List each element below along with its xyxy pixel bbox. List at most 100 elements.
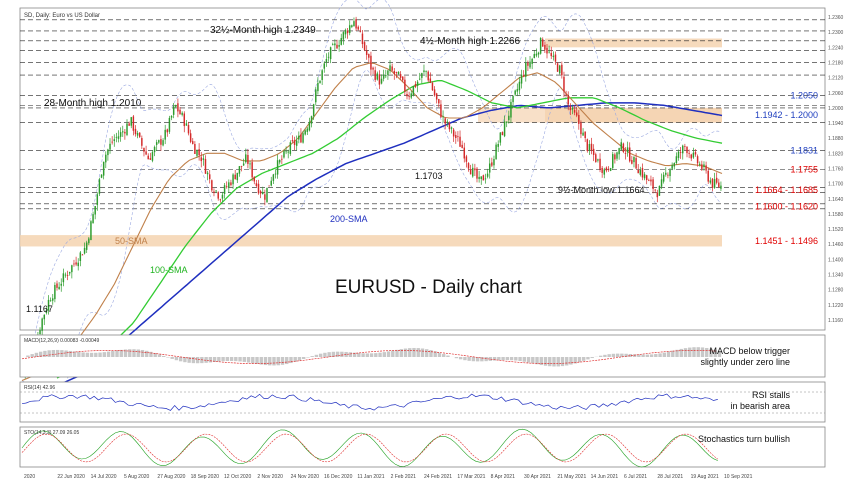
candle-body (402, 76, 404, 81)
macd-bar (560, 357, 565, 367)
zone (478, 107, 722, 123)
candle-body (592, 148, 595, 155)
candle-body (302, 133, 304, 143)
date-axis: 2020 22 Jun 2020 14 Jul 2020 5 Aug 2020 27 A… (24, 474, 753, 480)
candle-body (247, 154, 249, 164)
macd-bar (590, 357, 594, 359)
date-tick: 2 Feb 2021 (391, 474, 417, 480)
candle-body (187, 124, 190, 134)
candle-body (667, 174, 669, 176)
label-sma100: 100-SMA (150, 265, 188, 275)
candle-body (293, 140, 296, 145)
candle-body (240, 165, 243, 167)
macd-bar (225, 357, 230, 362)
candle-body (344, 29, 347, 35)
candle-body (357, 26, 359, 30)
level-label: 1.1755 (790, 165, 818, 175)
candle-body (713, 179, 716, 188)
macd-bar (246, 357, 251, 363)
macd-bar (238, 357, 242, 362)
macd-bar (26, 355, 30, 357)
candle-body (115, 136, 118, 138)
candle-body (628, 147, 631, 162)
macd-bar (331, 351, 336, 357)
candle-body (98, 179, 101, 194)
moving-averages (21, 62, 723, 387)
candle-body (310, 116, 313, 124)
price-tick: 1.1460 (828, 242, 844, 248)
macd-bar (497, 357, 501, 361)
candle-body (122, 131, 124, 133)
candle-body (73, 263, 75, 265)
candle-body (126, 123, 128, 136)
candle-body (671, 165, 673, 169)
candle-body (408, 96, 410, 97)
macd-bar (425, 349, 429, 357)
candle-body (614, 154, 616, 160)
macd-bar (484, 357, 488, 362)
candle-body (588, 144, 591, 151)
rsi-line (21, 393, 718, 411)
candle-body (590, 143, 593, 151)
candle-body (503, 121, 506, 137)
candle-body (529, 61, 531, 68)
macd-bar (607, 354, 611, 357)
candle-body (109, 143, 111, 150)
candle-body (438, 99, 440, 104)
candle-body (145, 151, 147, 155)
candle-body (102, 161, 105, 176)
candle-body (323, 63, 326, 69)
macd-bar (374, 353, 378, 357)
candle-body (228, 182, 230, 188)
candle-body (535, 53, 538, 56)
candle-body (219, 199, 222, 201)
candle-body (665, 172, 667, 175)
macd-bar (658, 353, 662, 357)
candle-body (85, 242, 88, 250)
stoch-series: Stochastics turn bullish (21, 428, 790, 468)
annotation-low-1703: 1.1703 (415, 171, 443, 181)
candle-body (306, 128, 309, 132)
macd-bar (178, 357, 183, 362)
candle-body (675, 156, 678, 164)
candle-body (605, 167, 608, 171)
candle-body (597, 159, 599, 161)
candle-body (185, 123, 188, 126)
candle-body (387, 70, 389, 75)
candle-body (486, 173, 489, 177)
candle-body (711, 178, 714, 188)
candle-body (312, 104, 315, 117)
rsi-note-line1: RSI stalls (752, 390, 791, 400)
candle-body (172, 106, 175, 115)
macd-bar (212, 357, 217, 362)
macd-bar (717, 351, 722, 357)
macd-bar (365, 353, 370, 357)
price-tick: 1.2120 (828, 76, 844, 82)
candle-body (554, 54, 557, 62)
candle-body (338, 45, 340, 47)
sma50-line (21, 62, 723, 382)
macd-bar (111, 351, 115, 357)
annotation-high-2010: 28-Month high 1.2010 (44, 98, 142, 109)
candle-body (175, 105, 177, 107)
candle-body (493, 159, 495, 166)
macd-bar (713, 349, 717, 357)
macd-bar (369, 353, 374, 357)
macd-bar (285, 357, 289, 365)
macd-bar (132, 349, 136, 357)
candle-body (149, 158, 152, 160)
candle-body (467, 163, 470, 169)
macd-bar (153, 353, 157, 357)
candle-body (66, 275, 69, 276)
candle-body (461, 144, 463, 148)
candle-body (105, 154, 107, 163)
macd-bar (382, 352, 386, 357)
candle-body (633, 156, 635, 163)
candle-body (425, 70, 427, 72)
candle-body (79, 252, 82, 261)
macd-bar (522, 357, 526, 362)
candle-body (304, 130, 306, 135)
candle-body (580, 122, 582, 135)
sma200-line (56, 102, 723, 387)
price-tick: 1.1280 (828, 288, 844, 294)
